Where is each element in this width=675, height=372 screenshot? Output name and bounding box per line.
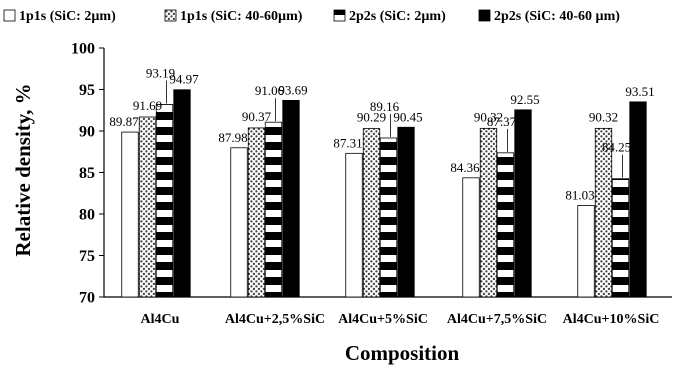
x-tick-label: Al4Cu+2,5%SiC (225, 312, 325, 327)
axes: 70 75 80 85 90 95 100 (71, 41, 672, 307)
legend: 1p1s (SiC: 2µm) 1p1s (SiC: 40-60µm) 2p2s (… (3, 9, 620, 24)
data-label: 92.55 (510, 92, 539, 107)
data-label: 81.03 (565, 187, 594, 202)
bar (629, 101, 647, 298)
bar (462, 177, 480, 298)
y-tick-label: 100 (71, 41, 95, 58)
data-label: 90.37 (242, 109, 272, 124)
y-axis-title: Relative density, % (11, 83, 35, 256)
data-label: 89.87 (109, 114, 139, 129)
y-tick-label: 70 (79, 290, 95, 307)
bar (121, 131, 139, 298)
x-tick-label: Al4Cu+10%SiC (563, 312, 660, 327)
bar (173, 89, 191, 298)
data-label: 93.51 (625, 84, 654, 99)
bar (577, 205, 595, 298)
bar (479, 127, 498, 298)
data-label: 90.45 (393, 109, 422, 124)
data-label: 90.32 (474, 109, 503, 124)
data-label: 87.37 (487, 114, 517, 129)
x-tick-label: Al4Cu (141, 312, 180, 327)
data-label: 93.19 (146, 66, 175, 81)
data-label: 90.29 (357, 110, 386, 125)
bar (611, 178, 630, 298)
y-tick-label: 75 (79, 248, 95, 265)
bar (247, 127, 266, 298)
data-label: 90.32 (589, 109, 618, 124)
bar (362, 128, 381, 298)
y-tick-label: 95 (79, 82, 95, 99)
bar (138, 116, 157, 298)
data-label: 89.16 (370, 99, 400, 114)
bar (282, 99, 300, 298)
bar (379, 137, 398, 298)
bar (264, 121, 283, 298)
legend-label: 2p2s (SiC: 2µm) (349, 9, 446, 24)
bar (496, 152, 515, 298)
x-axis-title: Composition (345, 341, 460, 365)
bar (345, 152, 363, 298)
data-label: 84.36 (450, 160, 480, 175)
bar (155, 104, 174, 298)
y-tick-label: 90 (79, 124, 95, 141)
data-label: 91.06 (255, 83, 285, 98)
bar (514, 109, 532, 298)
data-label: 94.97 (169, 72, 199, 87)
data-label: 93.69 (278, 82, 307, 97)
legend-swatch (164, 9, 177, 22)
legend-label: 1p1s (SiC: 40-60µm) (180, 9, 303, 24)
legend-swatch (478, 9, 491, 22)
bar (230, 147, 248, 298)
y-tick-label: 80 (79, 207, 95, 224)
data-label: 84.25 (602, 140, 631, 155)
data-label: 87.31 (333, 135, 362, 150)
x-tick-label: Al4Cu+5%SiC (338, 312, 428, 327)
data-label: 87.98 (218, 130, 247, 145)
bar (594, 127, 613, 298)
legend-swatch (3, 9, 16, 22)
data-label: 91.69 (133, 98, 162, 113)
y-tick-label: 85 (79, 165, 95, 182)
legend-label: 2p2s (SiC: 40-60 µm) (494, 9, 620, 24)
bar (397, 126, 415, 298)
legend-label: 1p1s (SiC: 2µm) (19, 9, 116, 24)
legend-swatch (333, 9, 346, 22)
x-tick-label: Al4Cu+7,5%SiC (447, 312, 547, 327)
bars (121, 89, 647, 298)
